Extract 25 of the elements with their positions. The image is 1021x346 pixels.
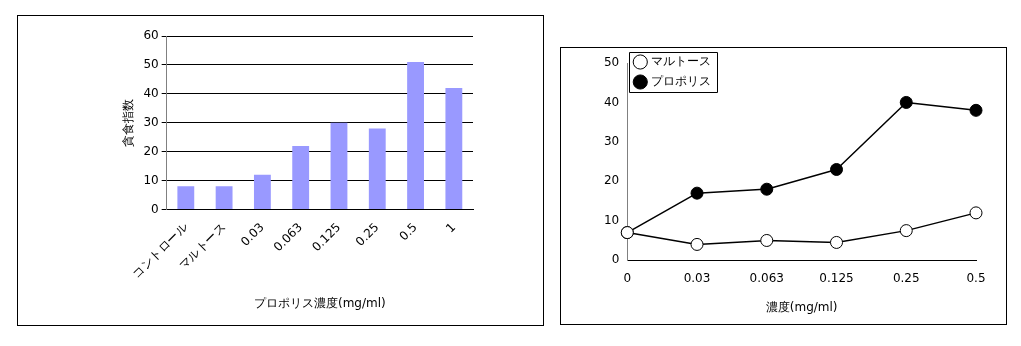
y-tick-label: 30 bbox=[143, 114, 159, 129]
y-tick-label: 50 bbox=[143, 57, 159, 72]
x-tick-label: 0.125 bbox=[819, 270, 854, 285]
y-tick-label: 10 bbox=[603, 212, 620, 227]
legend-label: プロポリス bbox=[651, 74, 712, 89]
y-tick-label: 30 bbox=[603, 134, 620, 149]
y-tick-label: 40 bbox=[603, 94, 620, 109]
y-tick-label: 60 bbox=[143, 28, 159, 43]
y-tick-label: 50 bbox=[603, 55, 620, 70]
x-tick-label: 0.5 bbox=[396, 220, 420, 244]
y-axis-title: 貪食指数 bbox=[121, 98, 136, 147]
x-tick-label: 0.5 bbox=[966, 270, 986, 285]
x-tick-label: 0 bbox=[623, 270, 632, 285]
y-tick-label: 0 bbox=[151, 201, 159, 216]
x-tick-label: 0.25 bbox=[892, 270, 920, 285]
x-tick-label: 0.03 bbox=[683, 270, 711, 285]
y-tick-label: 20 bbox=[603, 173, 620, 188]
y-tick-label: 10 bbox=[143, 172, 159, 187]
x-tick-label: 0.063 bbox=[749, 270, 784, 285]
y-tick-label: 40 bbox=[143, 85, 159, 100]
x-axis-title: プロポリス濃度(mg/ml) bbox=[253, 295, 386, 310]
y-tick-label: 20 bbox=[143, 143, 159, 158]
x-tick-label: 1 bbox=[442, 220, 459, 236]
legend-label: マルトース bbox=[651, 54, 712, 69]
x-axis-title: 濃度(mg/ml) bbox=[765, 299, 838, 314]
